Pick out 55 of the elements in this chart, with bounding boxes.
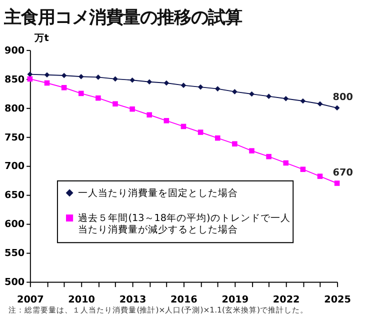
point	[146, 79, 152, 84]
point	[130, 106, 135, 112]
legend-label: 一人当たり消費量を固定とした場合	[78, 186, 238, 199]
y-tick-label: 700	[4, 161, 25, 172]
y-tick-label: 650	[4, 190, 25, 202]
point	[96, 95, 101, 101]
point	[130, 77, 135, 83]
point	[78, 74, 84, 80]
point	[300, 98, 306, 104]
point	[214, 135, 220, 141]
chart-title: 主食用コメ消費量の推移の試算	[2, 8, 242, 28]
y-tick-label: 600	[4, 219, 25, 230]
y-tick-label: 850	[4, 74, 25, 86]
data-label: 800	[332, 92, 354, 104]
x-tick-label: 2019	[222, 294, 249, 306]
legend-label: 過去５年間(13～18年の平均)のトレンドで一人当たり消費量が減少するとした場合	[78, 212, 290, 236]
point	[61, 72, 67, 78]
x-tick-label: 2025	[324, 294, 352, 306]
point	[334, 105, 340, 111]
point	[232, 141, 238, 146]
x-tick-label: 2016	[170, 294, 198, 306]
point	[78, 90, 84, 96]
x-tick-label: 2022	[272, 294, 300, 306]
point	[27, 72, 33, 77]
point	[146, 112, 152, 118]
point	[112, 101, 118, 107]
point	[300, 166, 306, 172]
point	[317, 174, 323, 179]
point	[266, 154, 272, 160]
point	[198, 84, 204, 90]
y-tick-label: 900	[4, 45, 25, 56]
x-tick-label: 2010	[68, 294, 96, 306]
y-tick-label: 800	[4, 103, 25, 114]
point	[283, 96, 289, 102]
point	[266, 94, 272, 99]
x-tick-label: 2013	[119, 294, 146, 306]
point	[214, 86, 220, 92]
point	[317, 101, 323, 107]
point	[96, 74, 101, 80]
y-tick-label: 500	[4, 277, 25, 288]
y-tick-label: 750	[4, 132, 25, 144]
point	[249, 148, 254, 154]
point	[283, 160, 289, 166]
point	[198, 130, 204, 135]
point	[61, 84, 67, 90]
point	[164, 118, 170, 124]
x-tick-label: 2007	[17, 294, 44, 306]
data-label: 670	[332, 168, 354, 179]
y-axis-title: 万t	[33, 32, 50, 44]
point	[44, 72, 50, 78]
point	[164, 80, 170, 86]
point	[334, 180, 340, 186]
y-tick-label: 550	[4, 248, 25, 260]
point	[232, 89, 238, 94]
text: 注：総需要量は、１人当たり消費量(推計)×人口(予測)×1.1(玄米換算)で推計した。	[8, 306, 308, 315]
